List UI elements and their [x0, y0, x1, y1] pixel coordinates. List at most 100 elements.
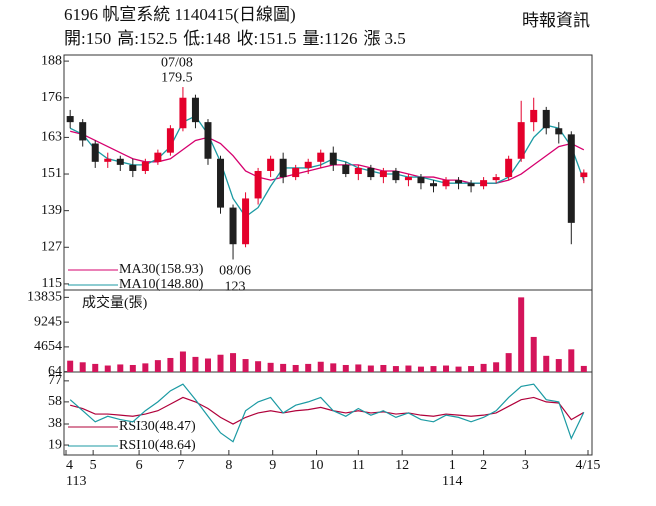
candle-body — [367, 167, 375, 178]
volume-bar — [167, 357, 174, 372]
candle-body — [116, 158, 124, 165]
year-label: 113 — [66, 474, 86, 489]
volume-bar — [518, 297, 525, 372]
volume-bar — [405, 365, 412, 372]
volume-bar — [79, 362, 86, 372]
candle-body — [517, 122, 525, 159]
stat-value: 148 — [205, 29, 231, 48]
volume-bar — [129, 364, 136, 372]
volume-bar — [543, 355, 550, 372]
volume-bar — [417, 366, 424, 372]
legend-entry: MA30(158.93) — [119, 262, 204, 277]
volume-bar — [280, 363, 287, 372]
volume-bar — [92, 363, 99, 372]
candle-body — [379, 170, 387, 178]
candle-body — [555, 128, 563, 135]
x-tick-label: 4 — [66, 458, 73, 473]
legend-entry: RSI10(48.64) — [119, 438, 196, 453]
candle-body — [66, 116, 74, 123]
candle-body — [217, 158, 225, 208]
candle-body — [91, 143, 99, 162]
volume-bar — [367, 365, 374, 372]
x-tick-label: 9 — [269, 458, 276, 473]
stat-label: 漲 — [364, 29, 381, 48]
annotation-date: 08/06 — [219, 264, 251, 279]
stats: 開:150 高:152.5 低:148 收:151.5 量:1126 漲 3.5 — [64, 29, 406, 48]
candle-body — [79, 122, 87, 141]
candle-body — [455, 180, 463, 184]
volume-bar — [154, 360, 161, 372]
stat-value: 152.5 — [139, 29, 177, 48]
y-tick-label: 58 — [48, 394, 62, 409]
candle-body — [204, 122, 212, 159]
candle-body — [580, 172, 588, 178]
rsi-line — [69, 383, 585, 443]
candle-body — [279, 158, 287, 178]
volume-bar — [380, 364, 387, 372]
y-tick-label: 151 — [41, 166, 62, 181]
y-tick-label: 19 — [48, 437, 62, 452]
chart-title: 6196 帆宣系統 1140415(日線圖) — [64, 5, 296, 24]
x-tick-label: 4/15 — [576, 458, 601, 473]
volume-bar — [317, 361, 324, 372]
y-tick-label: 176 — [41, 90, 62, 105]
source: 時報資訊 — [522, 11, 590, 30]
volume-bar — [192, 356, 199, 372]
candle-body — [567, 134, 575, 223]
volume-bar — [355, 364, 362, 372]
volume-bar — [179, 351, 186, 372]
volume-bar — [468, 366, 475, 372]
x-tick-label: 6 — [136, 458, 143, 473]
candle-body — [317, 152, 325, 162]
volume-bar — [342, 364, 349, 372]
y-tick-label: 64 — [48, 364, 62, 379]
x-tick-label: 2 — [480, 458, 487, 473]
volume-bar — [480, 363, 487, 372]
volume-bar — [104, 365, 111, 372]
volume-bar — [242, 359, 249, 372]
candle-body — [179, 97, 187, 129]
legend-entry: RSI30(48.47) — [119, 419, 196, 434]
candle-body — [404, 177, 412, 181]
x-tick-label: 11 — [352, 458, 365, 473]
y-tick-label: 13835 — [27, 290, 62, 305]
volume-bar — [217, 354, 224, 372]
frame — [63, 54, 593, 456]
candle-body — [304, 161, 312, 168]
annotation-value: 179.5 — [161, 70, 193, 85]
volume-bar — [530, 336, 537, 372]
candle-body — [292, 167, 300, 178]
x-tick-label: 8 — [225, 458, 232, 473]
stat-label: 開: — [64, 29, 86, 48]
candle-body — [229, 207, 237, 245]
candle-body — [166, 128, 174, 153]
x-tick-label: 1 — [449, 458, 456, 473]
stat-label: 收: — [236, 29, 258, 48]
y-tick-label: 127 — [41, 239, 62, 254]
candle-body — [267, 158, 275, 171]
volume-bar — [443, 365, 450, 372]
candle-body — [242, 198, 250, 245]
y-tick-label: 9245 — [34, 314, 62, 329]
y-tick-label: 139 — [41, 203, 62, 218]
y-tick-label: 115 — [42, 276, 62, 291]
volume-bar — [493, 362, 500, 372]
volume-bar — [568, 349, 575, 372]
legend-entry: MA10(148.80) — [119, 277, 204, 292]
volume-bar — [230, 353, 237, 372]
candle-body — [141, 161, 149, 171]
x-tick-label: 12 — [395, 458, 409, 473]
panel-label: 成交量(張) — [82, 294, 148, 311]
candle-body — [417, 177, 425, 184]
candle-body — [392, 170, 400, 181]
candle-body — [429, 183, 437, 187]
stat-value: 1126 — [324, 29, 357, 48]
volume-bar — [255, 361, 262, 372]
stat-value: 3.5 — [385, 29, 406, 48]
x-tick-label: 5 — [90, 458, 97, 473]
y-tick-label: 77 — [48, 373, 62, 388]
volume-bar — [292, 364, 299, 372]
candle-body — [542, 109, 550, 129]
stat-label: 高: — [117, 29, 139, 48]
